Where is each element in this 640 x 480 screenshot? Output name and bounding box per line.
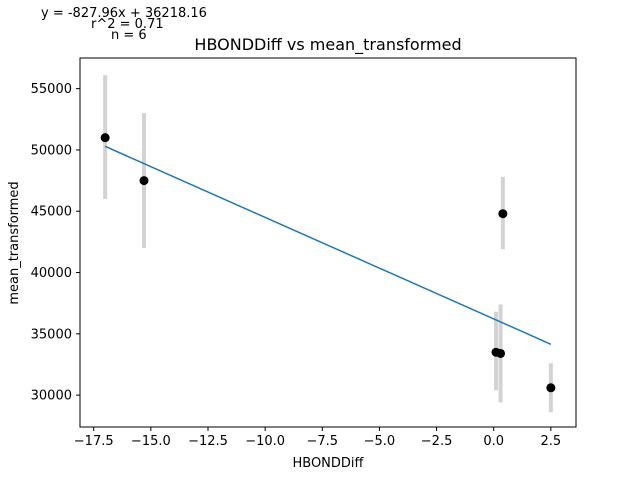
- fit-line-group: [104, 145, 552, 345]
- y-tick-label-5: 55000: [31, 82, 72, 97]
- error-bars: [103, 75, 553, 413]
- x-tick-label-4: −7.5: [306, 434, 338, 449]
- data-point-0: [100, 133, 110, 143]
- regression-equation: y = -827.96x + 36218.16: [41, 6, 207, 21]
- data-points: [100, 133, 556, 393]
- plot-frame: [79, 57, 577, 428]
- x-tick-label-1: −15.0: [131, 434, 171, 449]
- x-tick-label-0: −17.5: [74, 434, 114, 449]
- y-tick-label-2: 40000: [31, 266, 72, 281]
- x-tick-label-3: −10.0: [245, 434, 285, 449]
- data-point-1: [139, 176, 149, 186]
- data-point-2: [498, 209, 508, 219]
- x-tick-label-5: −5.0: [364, 434, 396, 449]
- x-axis-ticks: −17.5 −15.0 −12.5 −10.0 −7.5 −5.0 −2.5 0.0 2.5: [74, 427, 561, 449]
- y-tick-label-3: 45000: [31, 205, 72, 220]
- x-tick-label-8: 2.5: [541, 434, 562, 449]
- y-axis-title: mean_transformed: [7, 181, 22, 304]
- sample-count-label: n = 6: [111, 28, 147, 43]
- regression-line: [104, 145, 552, 345]
- x-tick-label-2: −12.5: [188, 434, 228, 449]
- data-point-5: [546, 383, 556, 393]
- y-tick-label-4: 50000: [31, 143, 72, 158]
- chart-title: HBONDDiff vs mean_transformed: [194, 35, 461, 55]
- y-tick-label-1: 35000: [31, 327, 72, 342]
- r-squared-label: r^2 = 0.71: [91, 17, 164, 32]
- x-tick-label-7: 0.0: [483, 434, 504, 449]
- y-axis-ticks: 30000 35000 40000 45000 50000 55000: [31, 82, 80, 404]
- x-tick-label-6: −2.5: [421, 434, 453, 449]
- y-tick-label-0: 30000: [31, 389, 72, 404]
- x-axis-title: HBONDDiff: [292, 456, 364, 471]
- data-point-4: [496, 348, 506, 358]
